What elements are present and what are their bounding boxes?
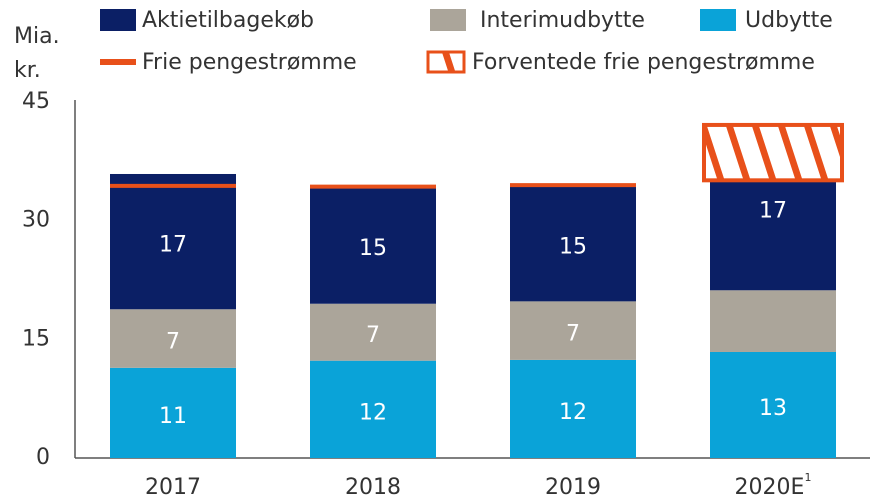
data-label: 15 <box>359 236 387 261</box>
bar-segment <box>710 351 836 458</box>
category: 2017 <box>145 475 201 500</box>
y-axis-label: Mia. kr. <box>14 24 60 83</box>
y-tick-label: 0 <box>36 445 50 470</box>
category: 2018 <box>345 475 401 500</box>
data-label: 15 <box>559 235 587 260</box>
data-label: 12 <box>559 400 587 425</box>
legend-label: Aktietilbagekøb <box>142 8 314 33</box>
bar-segment <box>110 367 236 458</box>
data-label: 17 <box>159 233 187 258</box>
data-label: 17 <box>759 198 787 223</box>
bar-segment <box>510 301 636 360</box>
legend-swatch <box>700 9 736 31</box>
y-tick-label: 15 <box>22 326 50 351</box>
bar-segment <box>310 186 436 304</box>
x-tick-label: 2017 <box>145 475 201 500</box>
footnote-marker: 1 <box>804 471 811 484</box>
bar-segment <box>510 185 636 302</box>
legend-label: Forventede frie pengestrømme <box>472 50 815 75</box>
legend-label: Interimudbytte <box>480 8 645 33</box>
x-tick-label: 2018 <box>345 475 401 500</box>
bar-segment <box>110 173 236 310</box>
data-label: 7 <box>366 323 380 348</box>
legend-label: Frie pengestrømme <box>142 50 357 75</box>
bar-segment <box>310 303 436 361</box>
category: 2020E <box>735 475 805 500</box>
expected-cash-flow-range <box>702 122 844 183</box>
legend-swatch <box>430 9 466 31</box>
data-label: 7 <box>166 330 180 355</box>
y-tick-label: 30 <box>22 208 50 233</box>
data-label: 13 <box>759 396 787 421</box>
x-tick-label: 2020E1 <box>735 471 812 500</box>
data-label: 12 <box>359 400 387 425</box>
x-tick-label: 2019 <box>545 475 601 500</box>
bar-segment <box>110 309 236 368</box>
bar-segment <box>510 359 636 458</box>
legend-swatch <box>426 50 466 74</box>
legend-label: Udbytte <box>745 8 833 33</box>
legend-swatch <box>100 59 136 65</box>
data-label: 11 <box>159 404 187 429</box>
bar-segment <box>710 290 836 352</box>
category: 2019 <box>545 475 601 500</box>
legend-swatch <box>100 9 136 31</box>
bar-segment <box>310 360 436 458</box>
y-tick-label: 45 <box>22 89 50 114</box>
data-label: 7 <box>566 322 580 347</box>
